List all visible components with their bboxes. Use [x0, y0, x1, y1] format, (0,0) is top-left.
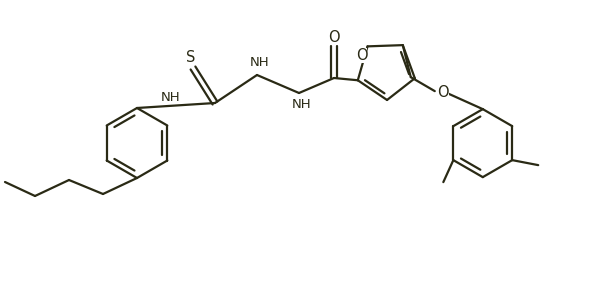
Text: O: O: [328, 30, 340, 44]
Text: O: O: [437, 85, 448, 100]
Text: NH: NH: [292, 97, 312, 111]
Text: NH: NH: [250, 57, 270, 69]
Text: NH: NH: [161, 91, 181, 104]
Text: S: S: [187, 49, 196, 64]
Text: O: O: [356, 48, 367, 63]
